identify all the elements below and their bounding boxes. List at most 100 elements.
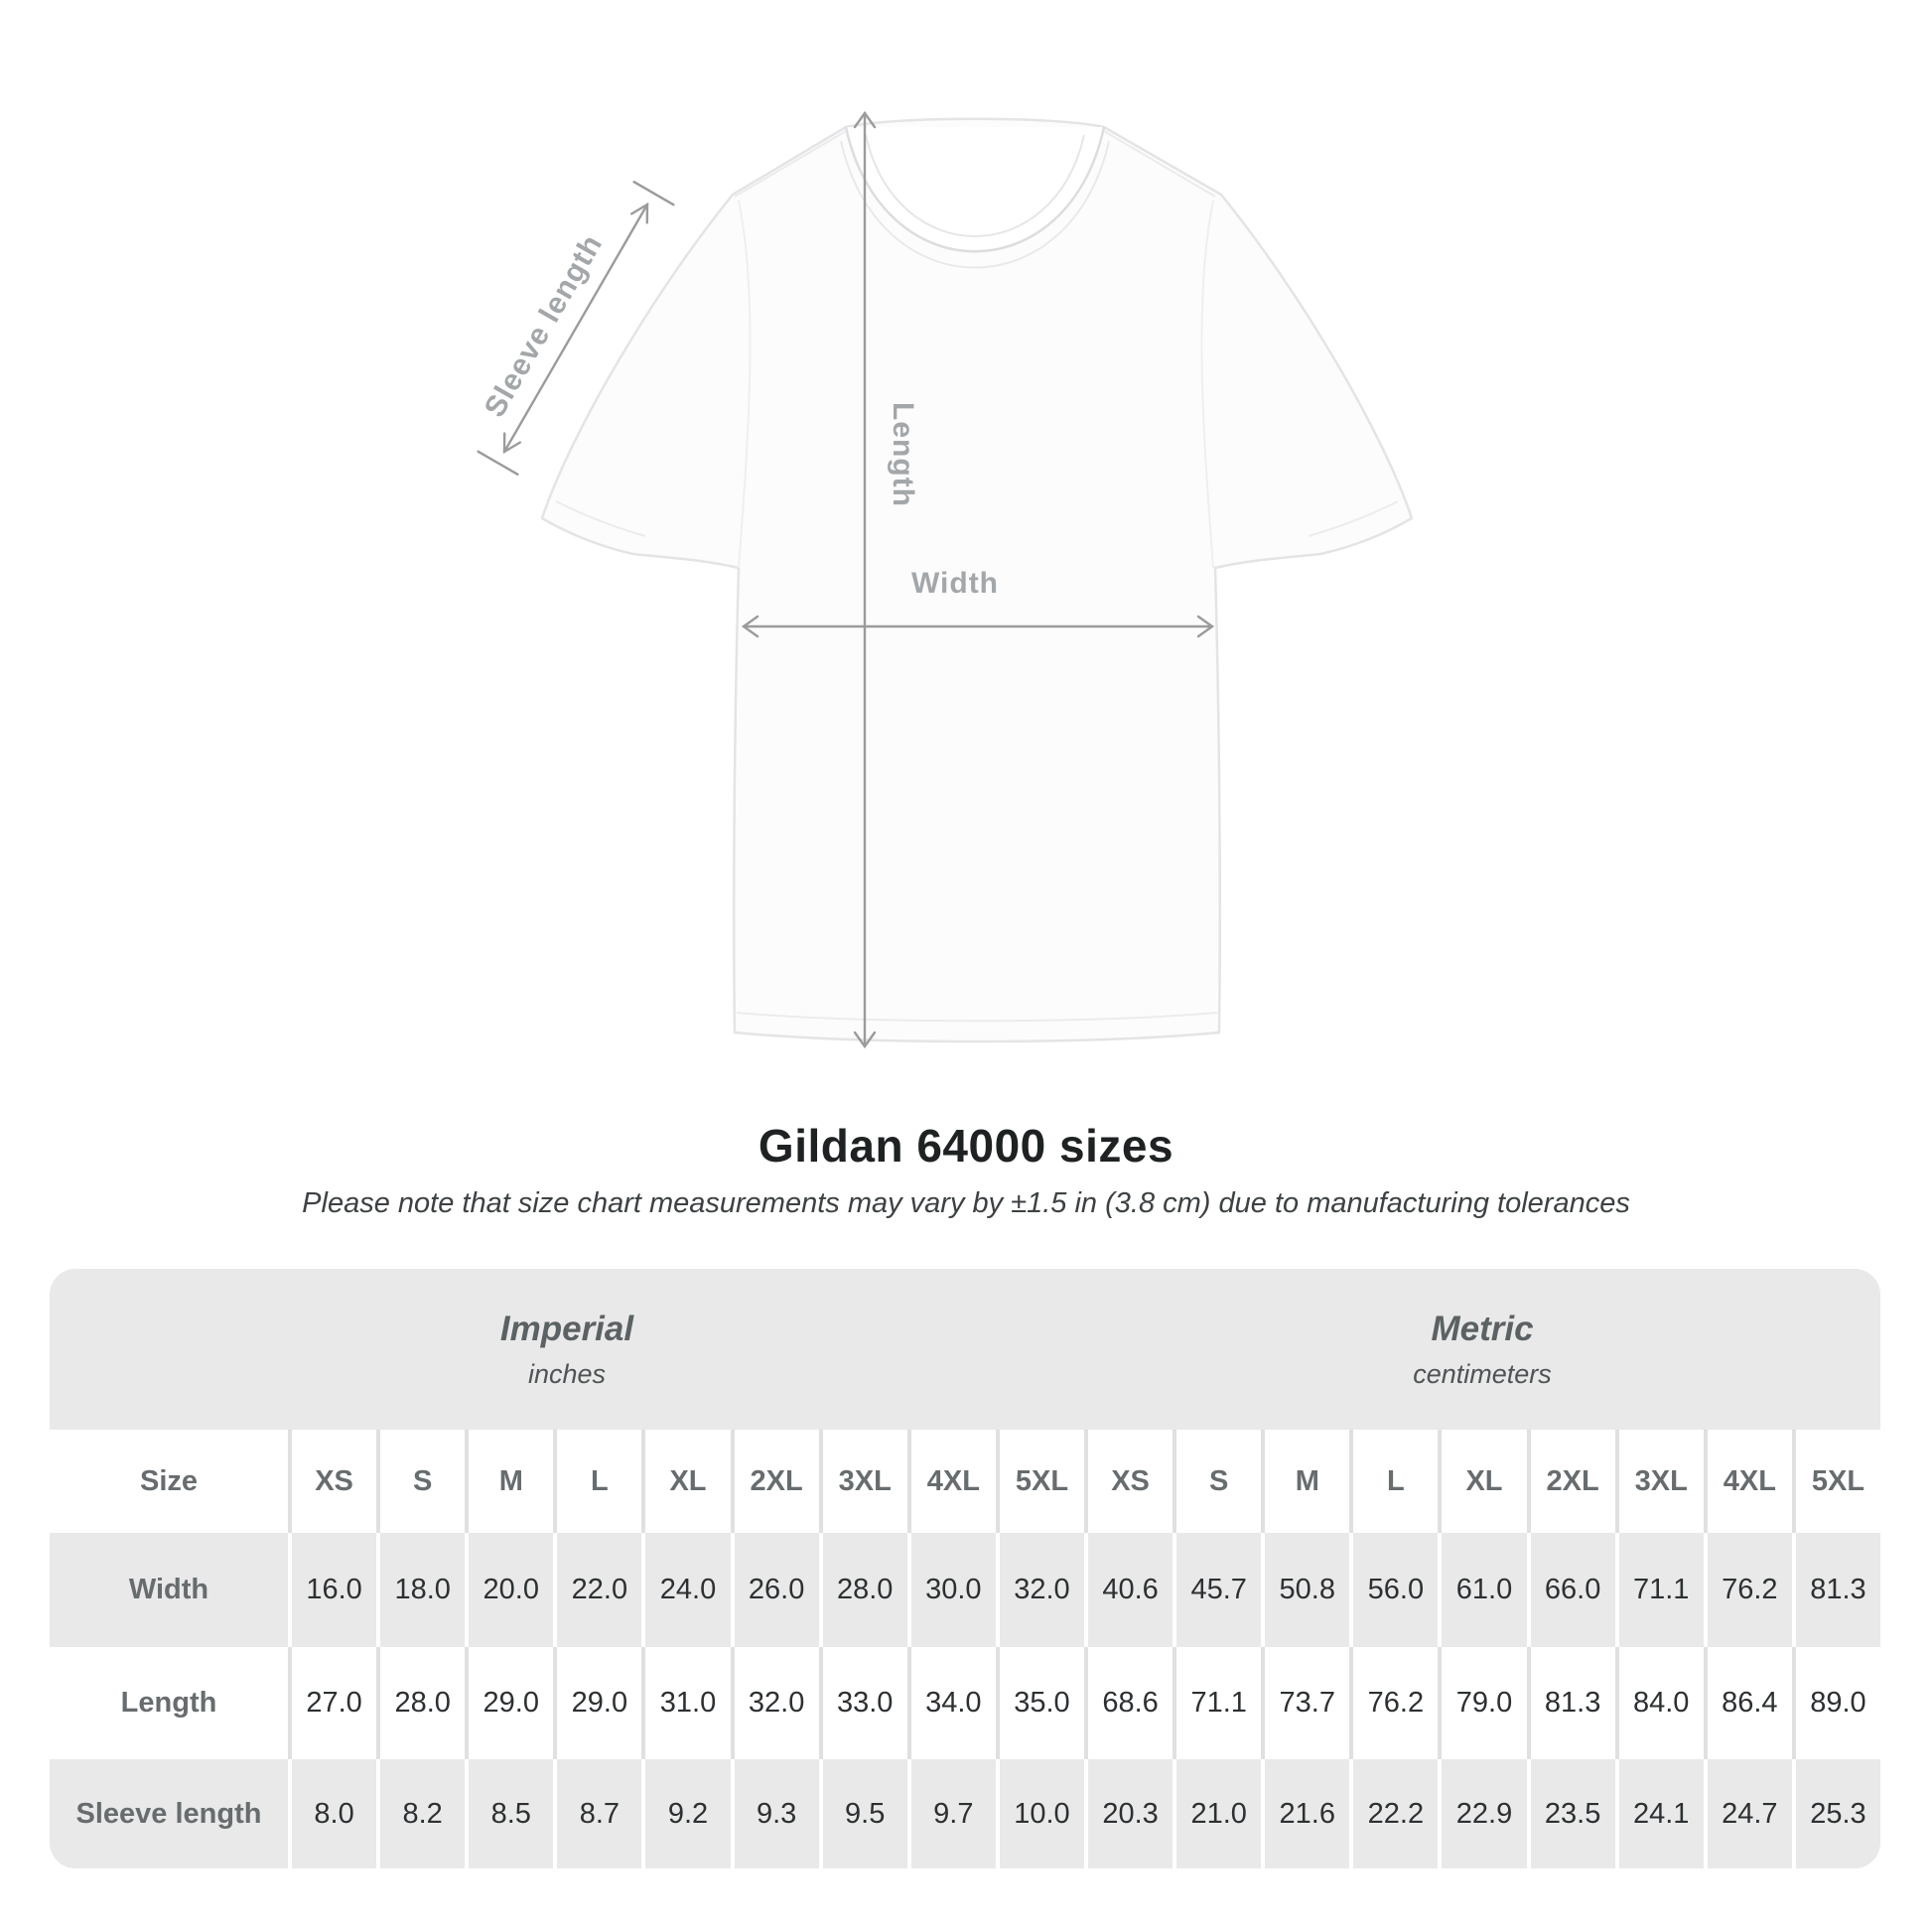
measurement-value: 68.6 (1088, 1647, 1173, 1759)
imperial-title: Imperial (499, 1309, 634, 1348)
size-header-row: Size XS S M L XL 2XL 3XL 4XL 5XL XS S M L XL 2XL 3XL 4XL… (50, 1430, 1880, 1533)
imperial-header: Imperial inches (50, 1269, 1084, 1430)
measurement-value: 24.1 (1618, 1759, 1704, 1868)
measurement-value: 9.3 (734, 1759, 819, 1868)
measurement-value: 86.4 (1707, 1647, 1792, 1759)
measurement-value: 81.3 (1795, 1533, 1880, 1647)
size-corner-label: Size (50, 1430, 288, 1533)
width-row: Width 16.0 18.0 20.0 22.0 24.0 26.0 28.0 30.0 32… (50, 1533, 1880, 1647)
measurement-value: 32.0 (734, 1647, 819, 1759)
metric-title: Metric (1431, 1309, 1534, 1348)
row-label-sleeve-length: Sleeve length (50, 1759, 288, 1868)
measurement-value: 21.0 (1176, 1759, 1262, 1868)
measurement-value: 20.0 (469, 1533, 554, 1647)
measurement-value: 22.0 (557, 1533, 642, 1647)
sleeve-length-label: Sleeve length (479, 229, 610, 423)
heading-block: Gildan 64000 sizes Please note that size… (0, 1120, 1932, 1220)
page-title: Gildan 64000 sizes (758, 1120, 1174, 1172)
width-label: Width (911, 567, 999, 600)
measurement-value: 31.0 (645, 1647, 731, 1759)
measurement-value: 81.3 (1530, 1647, 1615, 1759)
measurement-value: 8.2 (380, 1759, 466, 1868)
size-column-header: 4XL (910, 1430, 996, 1533)
size-column-header: 5XL (999, 1430, 1084, 1533)
measurement-value: 61.0 (1442, 1533, 1527, 1647)
length-label: Length (887, 402, 919, 507)
measurement-value: 24.7 (1707, 1759, 1792, 1868)
measurement-value: 22.9 (1442, 1759, 1527, 1868)
sleeve-length-arrow (477, 180, 675, 476)
measurement-value: 8.5 (469, 1759, 554, 1868)
measurement-value: 8.7 (557, 1759, 642, 1868)
size-column-header: 2XL (1530, 1430, 1615, 1533)
size-column-header: L (557, 1430, 642, 1533)
sleeve-length-row: Sleeve length 8.0 8.2 8.5 8.7 9.2 9.3 9.5 9.7 10… (50, 1759, 1880, 1868)
measurement-value: 29.0 (557, 1647, 642, 1759)
measurement-value: 50.8 (1265, 1533, 1350, 1647)
measurement-value: 35.0 (999, 1647, 1084, 1759)
size-column-header: 3XL (1618, 1430, 1704, 1533)
measurement-value: 33.0 (822, 1647, 907, 1759)
measurement-value: 76.2 (1707, 1533, 1792, 1647)
size-column-header: 5XL (1795, 1430, 1880, 1533)
measurement-value: 45.7 (1176, 1533, 1262, 1647)
size-column-header: M (469, 1430, 554, 1533)
shirt-diagram: Sleeve length Length Width (477, 110, 1414, 1049)
measurement-value: 28.0 (822, 1533, 907, 1647)
imperial-subtitle: inches (527, 1358, 607, 1389)
row-label-length: Length (50, 1647, 288, 1759)
size-column-header: S (1176, 1430, 1262, 1533)
measurement-value: 84.0 (1618, 1647, 1704, 1759)
measurement-arrows (477, 110, 1215, 1049)
tolerance-note: Please note that size chart measurements… (302, 1187, 1630, 1219)
measurement-value: 22.2 (1353, 1759, 1439, 1868)
measurement-value: 18.0 (380, 1533, 466, 1647)
measurement-value: 34.0 (910, 1647, 996, 1759)
measurement-value: 76.2 (1353, 1647, 1439, 1759)
measurement-value: 26.0 (734, 1533, 819, 1647)
size-column-header: XL (645, 1430, 731, 1533)
size-table: Imperial inches Metric centimeters Size … (50, 1269, 1880, 1868)
measurement-value: 89.0 (1795, 1647, 1880, 1759)
measurement-value: 56.0 (1353, 1533, 1439, 1647)
measurement-value: 24.0 (645, 1533, 731, 1647)
measurement-value: 71.1 (1176, 1647, 1262, 1759)
size-column-header: S (380, 1430, 466, 1533)
measurement-value: 20.3 (1088, 1759, 1173, 1868)
measurement-value: 9.7 (910, 1759, 996, 1868)
size-column-header: 2XL (734, 1430, 819, 1533)
length-row: Length 27.0 28.0 29.0 29.0 31.0 32.0 33.0 34.0 3… (50, 1647, 1880, 1759)
measurement-value: 25.3 (1795, 1759, 1880, 1868)
measurement-value: 30.0 (910, 1533, 996, 1647)
measurement-value: 32.0 (999, 1533, 1084, 1647)
tshirt-shape (540, 117, 1414, 1043)
size-column-header: M (1265, 1430, 1350, 1533)
tshirt-measurement-illustration: Sleeve length Length Width (477, 110, 1414, 1049)
metric-header: Metric centimeters (1084, 1269, 1880, 1430)
row-label-width: Width (50, 1533, 288, 1647)
measurement-value: 16.0 (292, 1533, 377, 1647)
measurement-value: 9.5 (822, 1759, 907, 1868)
unit-header-row: Imperial inches Metric centimeters (50, 1269, 1880, 1430)
measurement-value: 9.2 (645, 1759, 731, 1868)
width-arrow (741, 615, 1215, 638)
size-column-header: XL (1442, 1430, 1527, 1533)
size-column-header: 4XL (1707, 1430, 1792, 1533)
measurement-value: 21.6 (1265, 1759, 1350, 1868)
measurement-value: 40.6 (1088, 1533, 1173, 1647)
metric-subtitle: centimeters (1413, 1358, 1552, 1389)
size-column-header: L (1353, 1430, 1439, 1533)
measurement-value: 66.0 (1530, 1533, 1615, 1647)
length-arrow (853, 110, 877, 1049)
measurement-value: 28.0 (380, 1647, 466, 1759)
measurement-value: 27.0 (292, 1647, 377, 1759)
measurement-value: 8.0 (292, 1759, 377, 1868)
measurement-value: 23.5 (1530, 1759, 1615, 1868)
measurement-value: 10.0 (999, 1759, 1084, 1868)
measurement-value: 71.1 (1618, 1533, 1704, 1647)
measurement-value: 79.0 (1442, 1647, 1527, 1759)
size-column-header: XS (1088, 1430, 1173, 1533)
size-column-header: 3XL (822, 1430, 907, 1533)
measurement-value: 29.0 (469, 1647, 554, 1759)
